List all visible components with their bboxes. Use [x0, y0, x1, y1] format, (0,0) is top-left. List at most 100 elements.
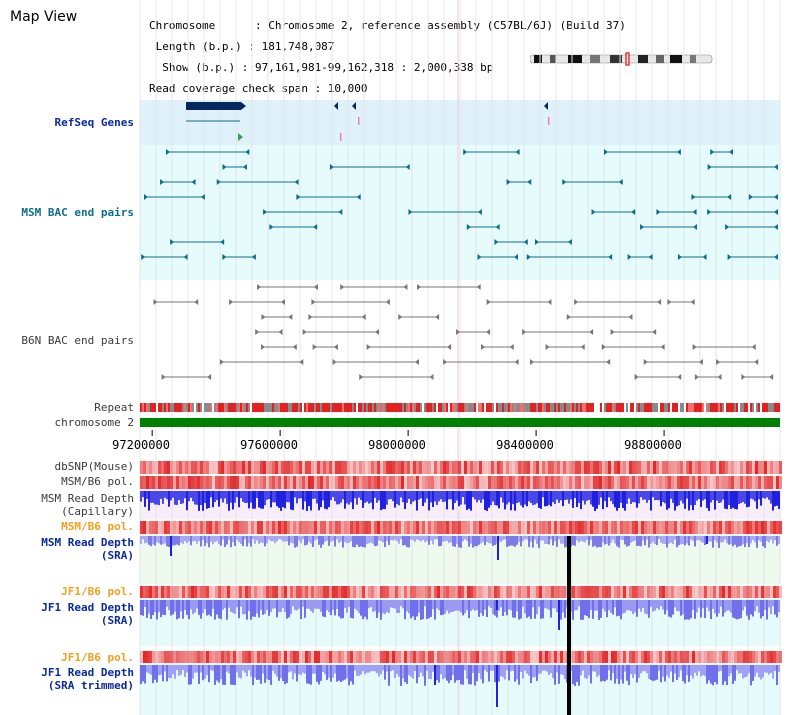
heat-cell: [512, 461, 515, 474]
repeat-cell: [448, 403, 450, 412]
repeat-cell: [756, 403, 758, 412]
repeat-cell: [478, 403, 480, 412]
heat-cell: [560, 521, 563, 534]
repeat-cell: [722, 403, 724, 412]
depth-bar: [236, 600, 238, 608]
heat-cell: [380, 476, 383, 489]
depth-bar: [360, 665, 362, 675]
depth-bar: [150, 491, 152, 503]
msm-bac-end-pairs-track[interactable]: [141, 149, 778, 260]
heat-cell: [431, 586, 434, 598]
heat-cell: [434, 476, 437, 489]
depth-bar: [468, 665, 470, 685]
heat-cell: [362, 521, 365, 534]
depth-bar: [420, 491, 422, 499]
depth-bar: [548, 491, 550, 505]
heat-cell: [701, 476, 704, 489]
heat-cell: [206, 521, 209, 534]
depth-bar: [614, 600, 616, 608]
repeat-cell: [250, 403, 252, 412]
refseq-genes-track[interactable]: [186, 102, 550, 141]
depth-bar: [484, 491, 486, 510]
repeat-cell: [578, 403, 580, 412]
heat-cell: [605, 461, 608, 474]
bac-end: [332, 359, 337, 365]
depth-bar: [696, 600, 698, 613]
heat-cell: [653, 476, 656, 489]
repeat-cell: [370, 403, 372, 412]
heat-cell: [437, 651, 440, 663]
bac-end: [477, 254, 482, 260]
repeat-cell: [388, 403, 390, 412]
depth-bar: [510, 665, 512, 672]
depth-bar: [648, 665, 650, 679]
heat-cell: [398, 461, 401, 474]
repeat-cell: [658, 403, 660, 412]
depth-bar: [390, 665, 392, 672]
depth-bar: [366, 665, 368, 673]
depth-bar: [344, 665, 346, 680]
depth-bar: [314, 536, 316, 541]
depth-bar: [264, 491, 266, 506]
heat-cell: [365, 476, 368, 489]
heat-cell: [779, 461, 782, 474]
depth-bar: [168, 491, 170, 507]
depth-bar: [684, 600, 686, 620]
depth-bar: [424, 600, 426, 607]
depth-bar: [526, 491, 528, 507]
depth-bar: [558, 536, 560, 540]
heat-cell: [527, 461, 530, 474]
repeat-track[interactable]: [140, 403, 780, 412]
depth-bar: [424, 536, 426, 543]
repeat-cell: [144, 403, 146, 412]
heat-cell: [779, 521, 782, 534]
depth-bar: [518, 491, 520, 503]
depth-bar: [712, 600, 714, 609]
depth-bar: [284, 536, 286, 542]
heat-cell: [176, 521, 179, 534]
depth-bar: [776, 665, 778, 686]
heat-cell: [680, 476, 683, 489]
heat-cell: [272, 461, 275, 474]
depth-bar: [246, 600, 248, 620]
bac-end: [207, 374, 212, 380]
depth-bar: [164, 536, 166, 544]
depth-bar: [480, 665, 482, 680]
depth-bar: [650, 536, 652, 544]
depth-bar: [304, 600, 306, 618]
heat-cell: [632, 586, 635, 598]
depth-bar: [284, 665, 286, 685]
heat-cell: [734, 461, 737, 474]
heat-cell: [512, 586, 515, 598]
heat-cell: [260, 521, 263, 534]
chromosome-idiogram[interactable]: [530, 52, 715, 66]
depth-bar: [674, 491, 676, 511]
read-depth-tracks[interactable]: [140, 491, 780, 715]
depth-bar: [316, 665, 318, 682]
heat-cell: [224, 586, 227, 598]
depth-bar: [634, 600, 636, 613]
depth-bar: [638, 491, 640, 504]
depth-bar: [712, 665, 714, 686]
depth-bar: [758, 536, 760, 541]
depth-bar: [744, 665, 746, 678]
bac-end: [694, 374, 699, 380]
depth-bar: [550, 665, 552, 674]
bac-end: [463, 149, 468, 155]
heat-cell: [347, 651, 350, 663]
depth-bar: [332, 491, 334, 498]
heat-cell: [230, 476, 233, 489]
heat-cell: [695, 651, 698, 663]
polymorphism-heatmaps[interactable]: [140, 461, 782, 663]
depth-bar: [700, 600, 702, 618]
heat-cell: [191, 651, 194, 663]
b6n-bac-end-pairs-track[interactable]: [153, 284, 774, 380]
heat-cell: [500, 476, 503, 489]
repeat-cell: [724, 403, 726, 412]
depth-bar: [242, 491, 244, 502]
heat-cell: [245, 586, 248, 598]
bac-end: [769, 374, 774, 380]
depth-bar: [340, 665, 342, 683]
heat-cell: [536, 521, 539, 534]
